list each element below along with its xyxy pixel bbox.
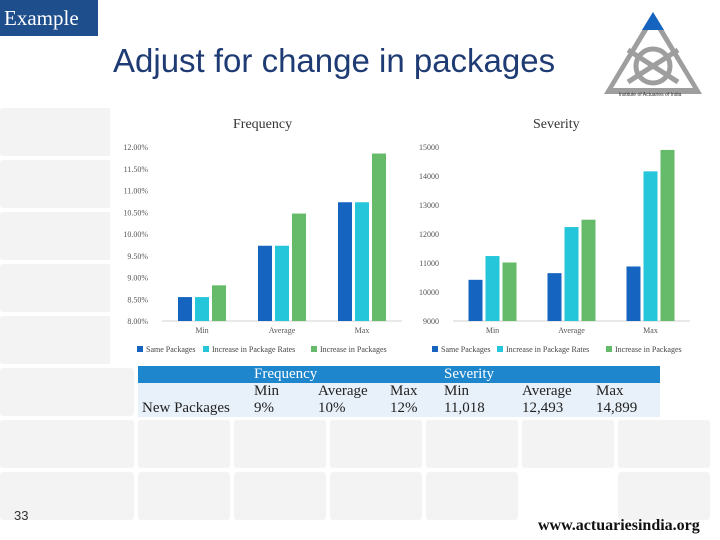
y-tick-label: 9.00% <box>127 274 148 283</box>
x-tick-label: Min <box>195 326 208 335</box>
bar <box>258 245 272 321</box>
legend-label: Increase in Package Rates <box>212 345 295 354</box>
bar <box>468 279 483 321</box>
y-tick-label: 11.00% <box>124 187 149 196</box>
y-tick-label: 9.50% <box>127 252 148 261</box>
bar <box>292 213 306 321</box>
y-tick-label: 11.50% <box>124 165 149 174</box>
bar <box>338 202 352 321</box>
y-tick-label: 8.00% <box>127 317 148 326</box>
sev-col-max: Max <box>592 383 660 400</box>
y-tick-label: 10.00% <box>123 230 148 239</box>
legend-label: Increase in Packages <box>615 345 682 354</box>
freq-col-average: Average <box>314 383 386 400</box>
freq-max-value: 12% <box>386 400 440 417</box>
summary-subheader-row: New Packages Min Average Max Min Average… <box>138 383 660 417</box>
legend-swatch <box>606 346 612 352</box>
bar <box>485 256 500 321</box>
example-tag: Example <box>0 0 98 36</box>
y-tick-label: 8.50% <box>127 295 148 304</box>
sev-col-min: Min <box>440 383 518 400</box>
freq-min-value: 9% <box>250 400 314 417</box>
bar <box>660 149 675 321</box>
sev-col-average: Average <box>518 383 592 400</box>
bar <box>275 245 289 321</box>
row-label-new-packages: New Packages <box>138 383 250 417</box>
logo-caption: Institute of Actuaries of India <box>618 92 682 98</box>
y-tick-label: 12.00% <box>123 143 148 152</box>
summary-table: Frequency Severity New Packages Min Aver… <box>138 366 660 417</box>
legend-swatch <box>432 346 438 352</box>
bar <box>195 297 209 321</box>
legend-label: Increase in Packages <box>320 345 387 354</box>
severity-header: Severity <box>440 366 660 383</box>
y-tick-label: 9000 <box>423 317 439 326</box>
y-tick-label: 11000 <box>419 259 439 268</box>
bar <box>355 202 369 321</box>
legend-label: Same Packages <box>441 345 491 354</box>
slide-title: Adjust for change in packages <box>113 42 556 79</box>
sev-max-value: 14,899 <box>592 400 660 417</box>
freq-col-max: Max <box>386 383 440 400</box>
bar <box>643 171 658 321</box>
bar <box>212 285 226 321</box>
frequency-chart-title: Frequency <box>233 117 293 132</box>
y-tick-label: 10000 <box>419 288 439 297</box>
x-tick-label: Average <box>558 326 585 335</box>
website-link[interactable]: www.actuariesindia.org <box>538 517 700 534</box>
legend-swatch <box>311 346 317 352</box>
freq-average-value: 10% <box>314 400 386 417</box>
x-tick-label: Min <box>486 326 499 335</box>
page-number: 33 <box>14 508 29 523</box>
x-tick-label: Average <box>269 326 296 335</box>
legend-swatch <box>137 346 143 352</box>
legend-swatch <box>497 346 503 352</box>
bar <box>626 266 641 321</box>
sev-min-value: 11,018 <box>440 400 518 417</box>
legend-swatch <box>203 346 209 352</box>
freq-col-min: Min <box>250 383 314 400</box>
y-tick-label: 14000 <box>419 172 439 181</box>
bar <box>581 219 596 321</box>
legend-label: Increase in Package Rates <box>506 345 589 354</box>
x-tick-label: Max <box>643 326 658 335</box>
bar <box>564 227 579 321</box>
y-tick-label: 15000 <box>419 143 439 152</box>
y-tick-label: 10.50% <box>123 208 148 217</box>
summary-data-row: 9% 10% 12% 11,018 12,493 14,899 <box>138 400 660 417</box>
institute-logo-icon <box>604 12 702 94</box>
legend-label: Same Packages <box>146 345 196 354</box>
bar <box>178 297 192 321</box>
frequency-header: Frequency <box>250 366 440 383</box>
y-tick-label: 12000 <box>419 230 439 239</box>
y-tick-label: 13000 <box>419 201 439 210</box>
x-tick-label: Max <box>355 326 370 335</box>
bar <box>372 153 386 321</box>
bar <box>547 273 562 321</box>
summary-header-row: Frequency Severity <box>138 366 660 383</box>
severity-chart-title: Severity <box>533 117 580 132</box>
sev-average-value: 12,493 <box>518 400 592 417</box>
bar <box>502 262 517 321</box>
